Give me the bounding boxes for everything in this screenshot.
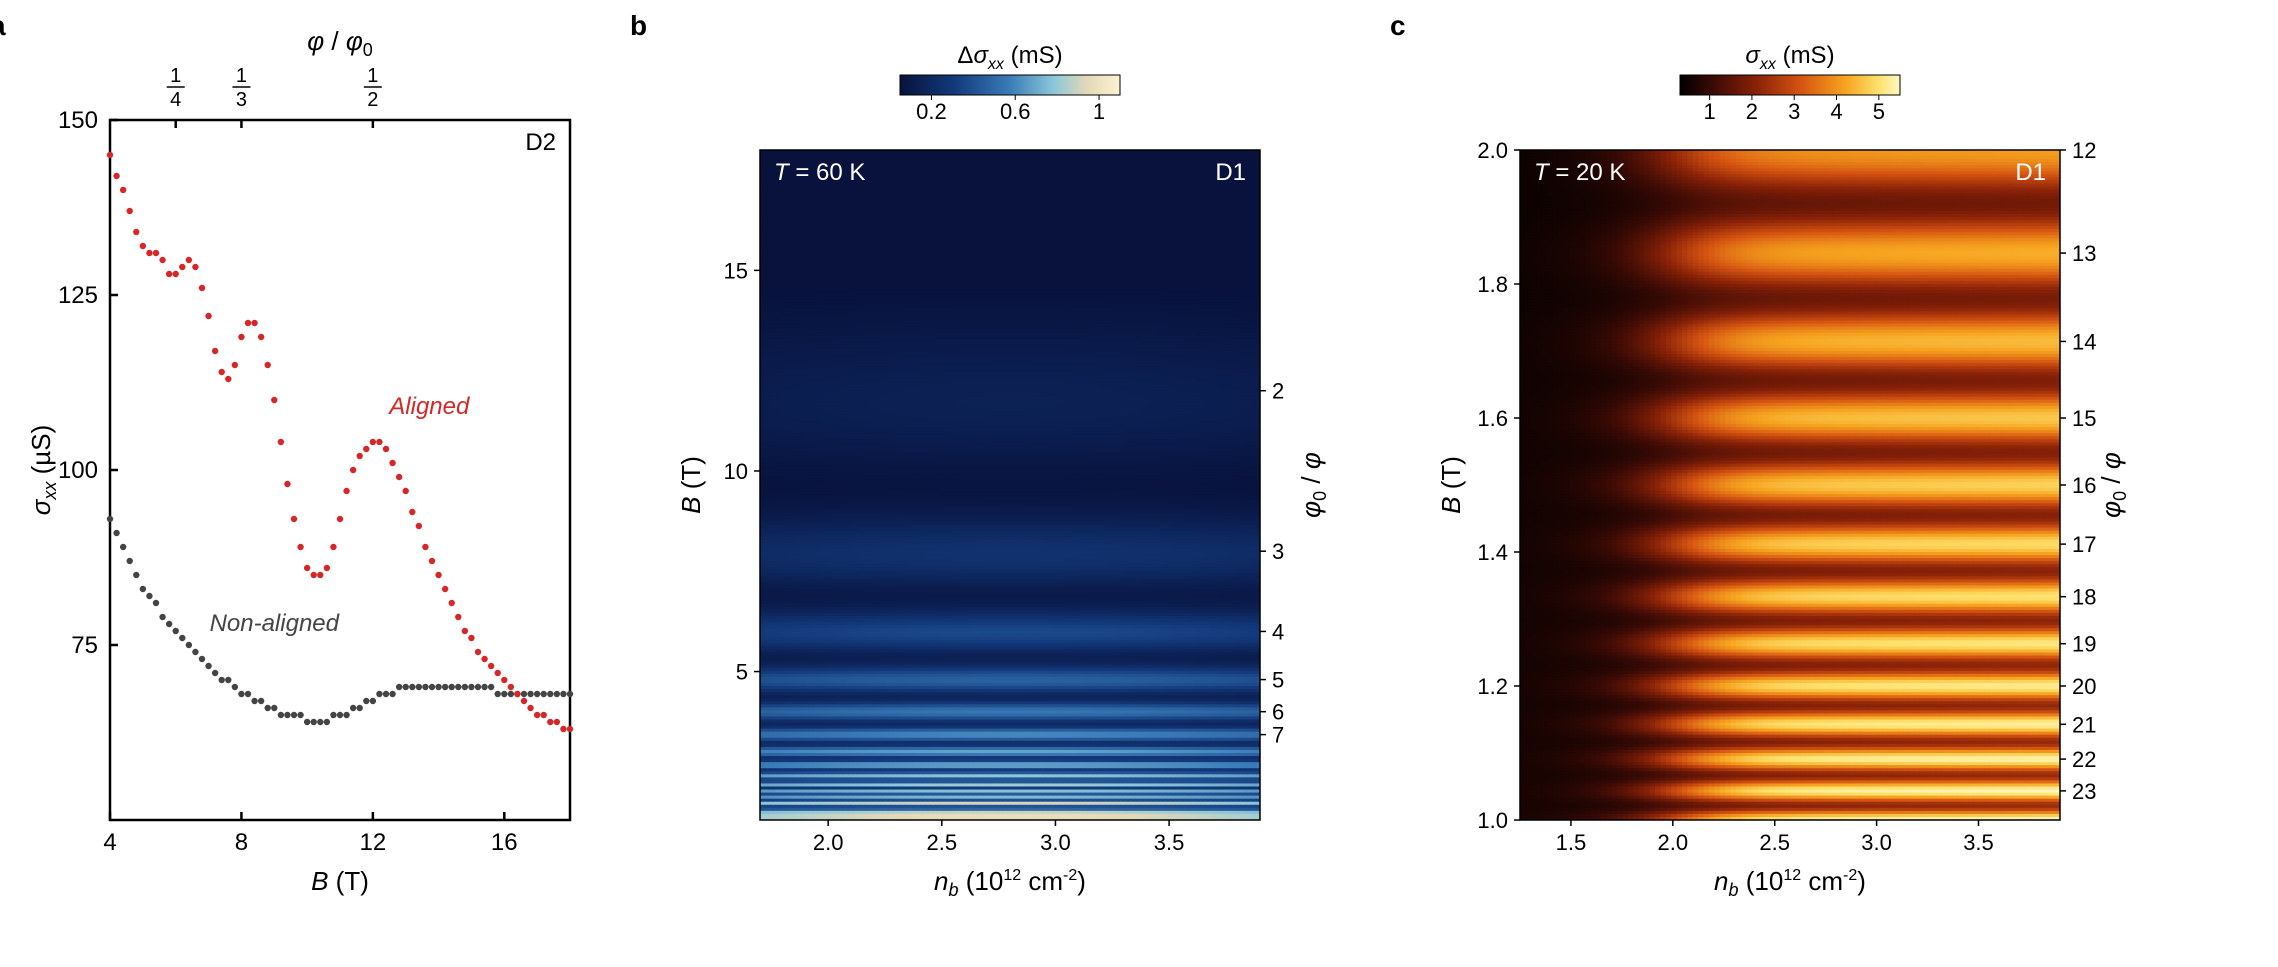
svg-text:100: 100 bbox=[58, 457, 98, 484]
svg-text:σxx (µS): σxx (µS) bbox=[26, 425, 60, 516]
svg-text:1: 1 bbox=[367, 65, 378, 87]
svg-text:4: 4 bbox=[103, 829, 116, 856]
panel-b-label: b bbox=[630, 10, 647, 42]
svg-text:0.6: 0.6 bbox=[1000, 99, 1031, 124]
figure: a 48121675100125150141312B (T)σxx (µS)φ … bbox=[20, 20, 2258, 920]
svg-text:16: 16 bbox=[491, 829, 518, 856]
svg-text:150: 150 bbox=[58, 107, 98, 134]
panel-a-svg: 48121675100125150141312B (T)σxx (µS)φ / … bbox=[20, 20, 600, 920]
svg-text:75: 75 bbox=[71, 632, 98, 659]
svg-text:B (T): B (T) bbox=[311, 866, 369, 896]
svg-text:Non-aligned: Non-aligned bbox=[210, 610, 340, 637]
svg-text:3: 3 bbox=[236, 89, 247, 111]
svg-text:Δσxx (mS): Δσxx (mS) bbox=[957, 42, 1062, 73]
panel-b-svg: 0.20.61Δσxx (mS)2.02.53.03.551015234567n… bbox=[660, 20, 1360, 920]
svg-text:8: 8 bbox=[235, 829, 248, 856]
panel-c: c 12345σxx (mS)1.52.02.53.03.51.01.21.41… bbox=[1420, 20, 2160, 920]
svg-text:1: 1 bbox=[1093, 99, 1105, 124]
panel-c-label: c bbox=[1390, 10, 1406, 42]
panel-c-svg: 12345σxx (mS)1.52.02.53.03.51.01.21.41.6… bbox=[1420, 20, 2160, 920]
panel-a-label: a bbox=[0, 10, 6, 42]
svg-text:125: 125 bbox=[58, 282, 98, 309]
svg-text:4: 4 bbox=[170, 89, 181, 111]
svg-text:φ / φ0: φ / φ0 bbox=[307, 26, 373, 60]
svg-text:D2: D2 bbox=[525, 129, 556, 156]
svg-text:1: 1 bbox=[236, 65, 247, 87]
svg-text:2: 2 bbox=[367, 89, 378, 111]
svg-text:Aligned: Aligned bbox=[387, 393, 470, 420]
panel-b: b 0.20.61Δσxx (mS)2.02.53.03.55101523456… bbox=[660, 20, 1360, 920]
svg-text:1: 1 bbox=[170, 65, 181, 87]
svg-text:0.2: 0.2 bbox=[916, 99, 947, 124]
svg-text:12: 12 bbox=[360, 829, 387, 856]
panel-a: a 48121675100125150141312B (T)σxx (µS)φ … bbox=[20, 20, 600, 920]
